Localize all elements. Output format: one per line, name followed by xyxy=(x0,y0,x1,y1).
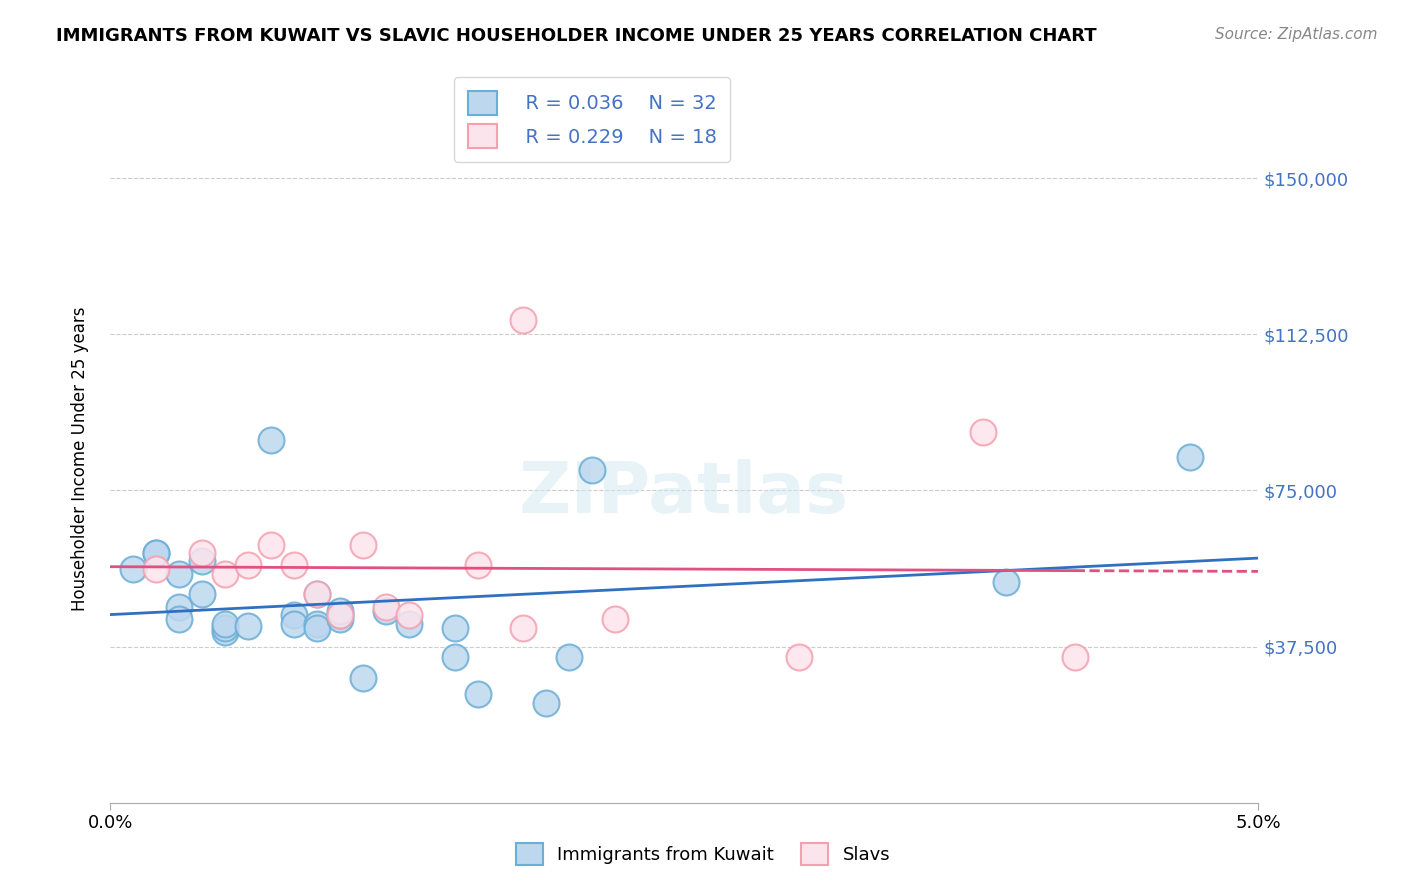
Point xyxy=(467,687,489,701)
Point xyxy=(191,587,214,601)
Point xyxy=(352,671,374,685)
Point xyxy=(214,624,236,639)
Point xyxy=(260,537,283,551)
Point xyxy=(236,558,259,573)
Legend:   R = 0.036    N = 32,   R = 0.229    N = 18: R = 0.036 N = 32, R = 0.229 N = 18 xyxy=(454,78,730,161)
Point xyxy=(329,608,352,623)
Point xyxy=(1178,450,1201,464)
Point xyxy=(398,616,420,631)
Point xyxy=(236,618,259,632)
Point xyxy=(167,566,190,581)
Point xyxy=(605,612,627,626)
Point xyxy=(260,434,283,448)
Point xyxy=(512,621,534,635)
Point xyxy=(122,562,145,576)
Point xyxy=(443,649,465,664)
Text: Source: ZipAtlas.com: Source: ZipAtlas.com xyxy=(1215,27,1378,42)
Point xyxy=(145,546,167,560)
Point xyxy=(374,604,396,618)
Point xyxy=(972,425,994,439)
Point xyxy=(283,616,305,631)
Point xyxy=(994,574,1017,589)
Point xyxy=(305,621,328,635)
Point xyxy=(329,604,352,618)
Point xyxy=(191,546,214,560)
Point xyxy=(305,587,328,601)
Point xyxy=(467,558,489,573)
Point xyxy=(305,587,328,601)
Point xyxy=(167,612,190,626)
Point xyxy=(512,312,534,326)
Point xyxy=(145,562,167,576)
Point xyxy=(558,649,581,664)
Point xyxy=(787,649,810,664)
Point xyxy=(443,621,465,635)
Point xyxy=(283,558,305,573)
Point xyxy=(329,608,352,623)
Point xyxy=(352,537,374,551)
Point xyxy=(214,616,236,631)
Point xyxy=(581,462,603,476)
Point xyxy=(214,566,236,581)
Point xyxy=(1063,649,1085,664)
Text: ZIPatlas: ZIPatlas xyxy=(519,459,849,528)
Point xyxy=(145,546,167,560)
Text: IMMIGRANTS FROM KUWAIT VS SLAVIC HOUSEHOLDER INCOME UNDER 25 YEARS CORRELATION C: IMMIGRANTS FROM KUWAIT VS SLAVIC HOUSEHO… xyxy=(56,27,1097,45)
Legend: Immigrants from Kuwait, Slavs: Immigrants from Kuwait, Slavs xyxy=(506,834,900,874)
Point xyxy=(374,599,396,614)
Point xyxy=(305,616,328,631)
Point xyxy=(398,608,420,623)
Point xyxy=(191,554,214,568)
Point xyxy=(329,612,352,626)
Point xyxy=(167,599,190,614)
Point xyxy=(536,696,558,710)
Y-axis label: Householder Income Under 25 years: Householder Income Under 25 years xyxy=(72,307,89,611)
Point xyxy=(283,608,305,623)
Point xyxy=(214,621,236,635)
